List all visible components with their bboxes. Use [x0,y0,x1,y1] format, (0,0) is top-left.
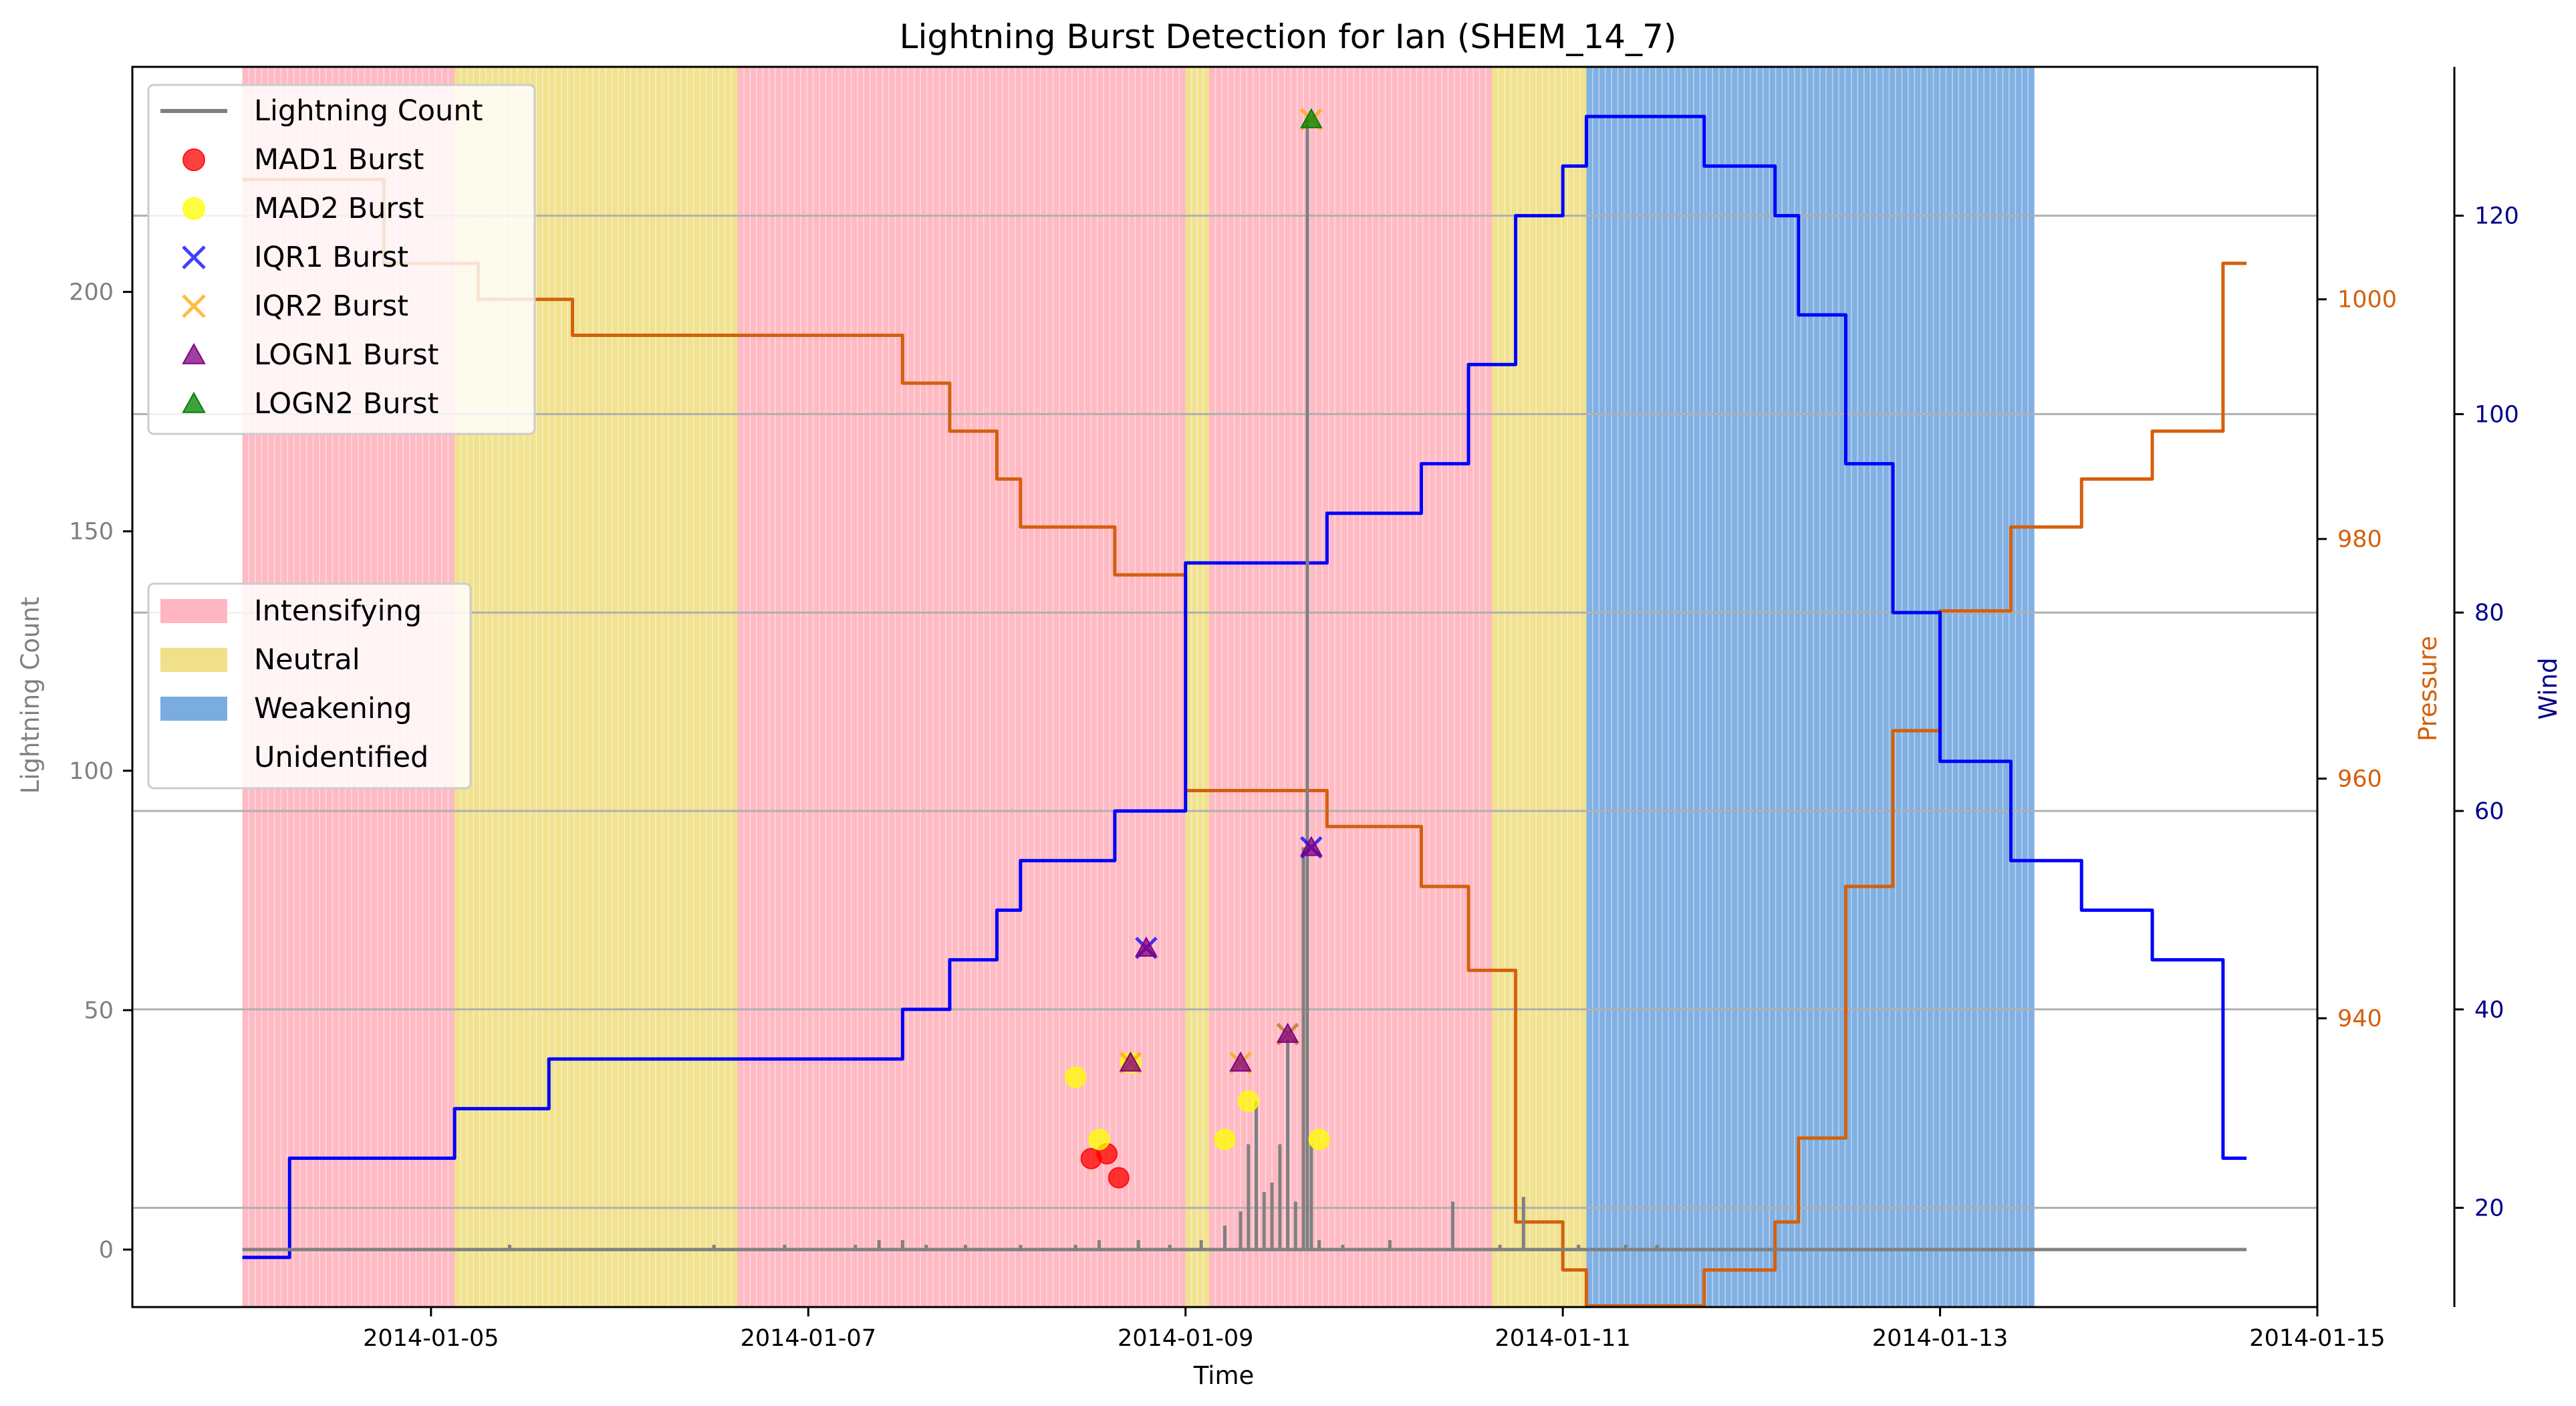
mad2-burst-marker [1308,1129,1330,1151]
phase-band-neutral [1185,67,1209,1307]
phase-band-hatching-intensifying [743,67,1180,1307]
legend-logn2-burst-swatch [182,391,206,413]
y-tick-label-wind: 40 [2474,997,2504,1024]
phase-legend: Intensifying Neutral Weakening Unidentified [147,582,472,790]
grid-lines [132,215,2317,1209]
y-axis-label-pressure: Pressure [2414,636,2442,741]
x-tick-label: 2014-01-13 [1872,1325,2008,1352]
y-tick-label-left: 150 [69,519,114,546]
y-tick-label-left: 0 [99,1237,114,1264]
logn2-burst-marker [1300,108,1323,128]
mad2-burst-marker [1088,1129,1110,1151]
legend-label: MAD1 Burst [254,143,424,177]
legend-weakening-swatch [160,697,227,721]
mad2-burst-marker [1237,1090,1259,1112]
y-tick-label-wind: 100 [2474,401,2519,428]
y-tick-label-pressure: 980 [2337,526,2382,553]
phase-band-hatching-intensifying [1214,67,1487,1307]
phase-band-intensifying [1208,67,1493,1307]
legend-neutral-swatch [160,648,227,672]
x-tick-label: 2014-01-05 [363,1325,499,1352]
legend-label: IQR2 Burst [254,289,408,323]
y-tick-label-pressure: 940 [2337,1006,2382,1032]
y-axis-label-wind: Wind [2534,658,2563,720]
phase-band-hatching-neutral [1497,67,1581,1307]
y-tick-label-wind: 20 [2474,1195,2504,1222]
axes: 2014-01-05 2014-01-07 2014-01-09 2014-01-11… [69,66,2519,1352]
series-lines [242,114,2247,1308]
y-tick-label-pressure: 1000 [2337,287,2397,314]
y-tick-label-wind: 120 [2474,203,2519,230]
legend-iqr2-burst-swatch [182,294,206,318]
x-tick-label: 2014-01-15 [2249,1325,2385,1352]
y-axis-label-lightning: Lightning Count [16,597,45,794]
y-tick-label-wind: 60 [2474,798,2504,825]
mad1-burst-marker [1108,1167,1130,1189]
legend-intensifying-swatch [160,599,227,623]
mad2-burst-marker [1065,1066,1087,1088]
logn1-burst-marker [1229,1051,1252,1072]
legend-mad1-burst-swatch [182,148,205,171]
wind-line [242,114,2247,1260]
burst-markers [1065,108,1330,1189]
pressure-line [242,177,2247,1308]
logn1-burst-marker [1276,1022,1299,1043]
x-axis-label: Time [1193,1361,1255,1390]
logn1-burst-marker [1300,836,1323,856]
phase-band-intensifying [737,67,1186,1307]
legend-iqr1-burst-swatch [182,245,206,269]
legend-label: Weakening [254,692,412,725]
legend-logn1-burst-swatch [182,342,206,364]
y-tick-label-left: 100 [69,758,114,785]
logn1-burst-marker [1119,1051,1142,1072]
burst-legend-frame [147,84,536,435]
legend-label: LOGN1 Burst [254,338,438,372]
mad2-burst-marker [1214,1129,1236,1151]
y-tick-label-pressure: 960 [2337,766,2382,793]
phase-band-neutral [1492,67,1587,1307]
legend-label: Intensifying [254,594,422,628]
legend-mad2-burst-swatch [182,197,205,220]
legend-label: Lightning Count [254,94,483,128]
burst-legend: Lightning Count MAD1 Burst MAD2 Burst IQR1 … [147,84,536,435]
chart-title: Lightning Burst Detection for Ian (SHEM_… [900,17,1677,56]
x-tick-label: 2014-01-07 [741,1325,876,1352]
y-tick-label-left: 200 [69,279,114,306]
x-tick-label: 2014-01-09 [1118,1325,1253,1352]
legend-label: LOGN2 Burst [254,387,438,421]
legend-label: Unidentified [254,741,428,774]
plot-frame [131,66,2319,1308]
y-tick-label-left: 50 [84,998,114,1024]
phase-band-weakening [1586,67,2035,1307]
legend-label: Neutral [254,643,360,677]
phase-band-hatching-neutral [1190,67,1204,1307]
phase-band-hatching-weakening [1592,67,2029,1307]
phase-legend-frame [147,582,472,790]
y-tick-label-wind: 80 [2474,600,2504,626]
legend-label: MAD2 Burst [254,192,424,225]
legend-label: IQR1 Burst [254,241,408,274]
x-tick-label: 2014-01-11 [1495,1325,1630,1352]
logn1-burst-marker [1135,936,1158,957]
